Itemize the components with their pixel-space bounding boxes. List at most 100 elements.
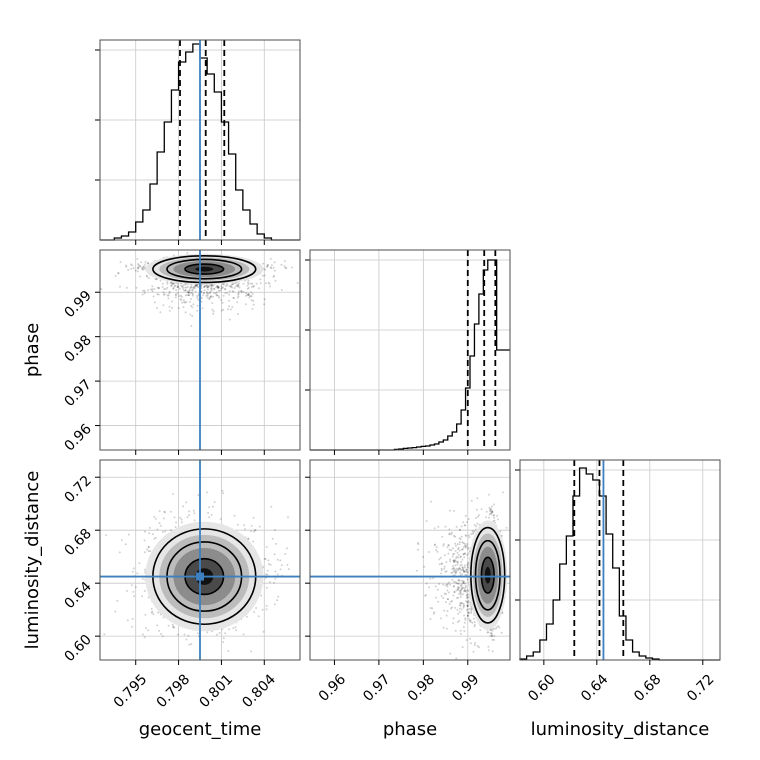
sample-point <box>137 264 140 267</box>
sample-point <box>162 304 165 307</box>
sample-point <box>216 284 219 287</box>
y-tick-label-luminosity_distance: 0.64 <box>61 579 94 612</box>
x-tick-label-phase: 0.97 <box>360 671 393 704</box>
sample-point <box>284 266 287 269</box>
sample-point <box>468 612 470 615</box>
sample-point <box>448 603 451 606</box>
sample-point <box>459 555 462 558</box>
sample-point <box>230 285 233 288</box>
sample-point <box>460 525 463 528</box>
sample-point <box>246 287 249 290</box>
sample-point <box>151 610 154 613</box>
sample-point <box>487 631 490 634</box>
sample-point <box>487 516 490 519</box>
truth-marker <box>196 572 204 581</box>
sample-point <box>190 283 193 286</box>
sample-point <box>163 517 165 520</box>
sample-point <box>458 529 461 531</box>
sample-point <box>464 586 467 589</box>
sample-point <box>264 268 267 271</box>
sample-point <box>258 287 260 290</box>
sample-point <box>263 298 266 301</box>
panel-content <box>310 491 510 660</box>
sample-point <box>449 558 452 561</box>
sample-point <box>454 549 457 552</box>
sample-point <box>184 283 187 286</box>
sample-point <box>449 600 452 603</box>
sample-point <box>221 301 224 304</box>
sample-point <box>248 296 251 299</box>
sample-point <box>449 652 452 655</box>
sample-point <box>124 543 127 546</box>
sample-point <box>247 294 250 297</box>
sample-point <box>168 309 171 312</box>
sample-point <box>442 544 445 547</box>
sample-point <box>467 614 469 617</box>
sample-point <box>442 583 445 586</box>
sample-point <box>187 294 190 297</box>
sample-point <box>139 265 142 268</box>
sample-point <box>176 633 179 636</box>
sample-point <box>453 559 456 562</box>
sample-point <box>468 607 471 610</box>
sample-point <box>166 281 169 284</box>
sample-point <box>227 650 230 652</box>
sample-point <box>143 551 146 554</box>
sample-point <box>466 554 469 557</box>
sample-point <box>133 595 135 598</box>
sample-point <box>436 550 439 553</box>
sample-point <box>450 533 453 536</box>
sample-point <box>416 548 419 551</box>
sample-point <box>443 567 446 570</box>
sample-point <box>457 582 460 585</box>
sample-point <box>460 569 463 572</box>
sample-point <box>423 565 426 568</box>
sample-point <box>448 532 451 535</box>
sample-point <box>125 286 128 289</box>
sample-point <box>229 308 232 311</box>
sample-point <box>472 531 475 534</box>
sample-point <box>237 313 240 316</box>
sample-point <box>188 289 191 292</box>
sample-point <box>269 257 272 260</box>
sample-point <box>455 525 458 528</box>
sample-point <box>247 537 249 540</box>
sample-point <box>130 263 132 266</box>
sample-point <box>252 540 255 543</box>
sample-point <box>429 618 432 621</box>
sample-point <box>167 624 170 627</box>
sample-point <box>242 291 245 293</box>
sample-point <box>191 315 194 318</box>
sample-point <box>458 579 461 582</box>
sample-point <box>229 285 232 288</box>
sample-point <box>492 514 495 517</box>
sample-point <box>458 607 461 610</box>
sample-point <box>445 561 448 564</box>
sample-point <box>453 569 456 571</box>
sample-point <box>456 560 459 563</box>
sample-point <box>130 584 133 587</box>
sample-point <box>465 570 468 573</box>
sample-point <box>172 625 175 628</box>
sample-point <box>175 293 177 296</box>
sample-point <box>431 607 434 610</box>
sample-point <box>227 308 230 311</box>
sample-point <box>187 291 190 294</box>
panel-frame <box>519 459 721 661</box>
sample-point <box>467 534 470 537</box>
sample-point <box>291 266 293 269</box>
sample-point <box>486 631 489 634</box>
sample-point <box>429 607 432 609</box>
sample-point <box>207 284 210 287</box>
sample-point <box>212 312 215 315</box>
sample-point <box>447 544 450 547</box>
sample-point <box>182 284 185 287</box>
sample-point <box>193 512 196 515</box>
sample-point <box>473 530 476 533</box>
sample-point <box>459 589 462 592</box>
sample-point <box>433 611 436 614</box>
sample-point <box>463 571 465 574</box>
sample-point <box>215 633 218 636</box>
sample-point <box>443 565 446 568</box>
